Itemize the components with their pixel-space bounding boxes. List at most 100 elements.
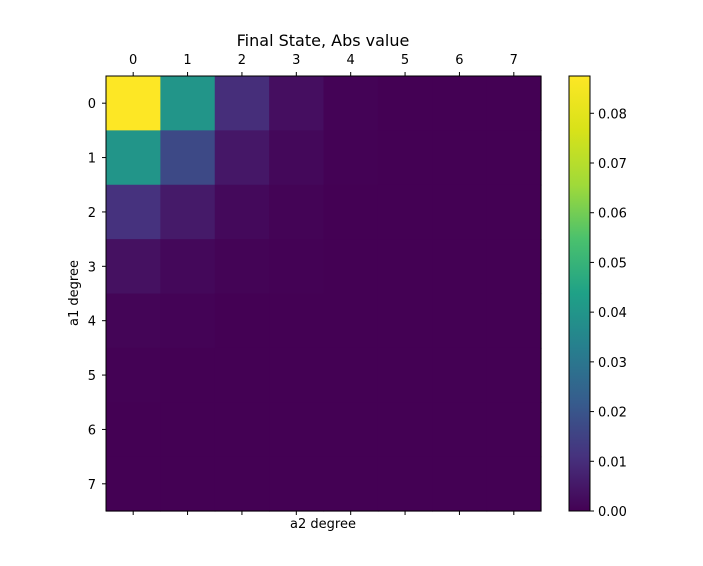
heatmap-cell-r7-c0 [106,456,161,512]
heatmap-cell-r1-c5 [377,130,433,186]
heatmap-cell-r2-c4 [323,184,379,240]
colorbar-tick-label-2: 0.02 [598,406,627,421]
heatmap-cell-r5-c6 [432,347,488,403]
y-tick-label-1: 1 [88,152,96,167]
heatmap-cell-r0-c7 [486,76,542,131]
x-tick-label-5: 5 [401,53,409,68]
heatmap-cell-r0-c6 [432,76,488,131]
x-tick-label-2: 2 [238,53,246,68]
heatmap-cell-r6-c3 [269,402,325,458]
y-tick-label-7: 7 [88,478,96,493]
colorbar-tick-label-0: 0.00 [598,505,627,520]
x-axis-label: a2 degree [290,517,356,532]
heatmap-cell-r7-c2 [214,456,270,512]
heatmap-cell-r7-c6 [432,456,488,512]
y-tick-label-6: 6 [88,423,96,438]
heatmap-cell-r0-c0 [106,76,161,131]
y-tick-label-3: 3 [88,260,96,275]
heatmap-cell-r7-c5 [377,456,433,512]
plot-frame [105,75,542,512]
heatmap-cell-r5-c4 [323,347,379,403]
x-tick-label-4: 4 [347,53,355,68]
colorbar-tick-label-3: 0.03 [598,356,627,371]
heatmap-cell-r2-c7 [486,184,542,240]
heatmap-cell-r2-c5 [377,184,433,240]
y-tick-label-4: 4 [88,315,96,330]
heatmap-cell-r6-c7 [486,402,542,458]
y-axis-label: a1 degree [67,260,82,326]
heatmap-cell-r1-c0 [106,130,161,186]
heatmap-cell-r3-c2 [214,239,270,295]
heatmap-cell-r5-c3 [269,347,325,403]
heatmap-cell-r3-c7 [486,239,542,295]
heatmap-cell-r1-c2 [214,130,270,186]
y-tick-label-0: 0 [88,97,96,112]
heatmap-cell-r4-c0 [106,293,161,349]
heatmap-cell-r1-c4 [323,130,379,186]
heatmap-cell-r6-c5 [377,402,433,458]
colorbar-ticks: 0.00 0.01 0.02 0.03 0.04 0.05 0.06 0.07 0.08 [590,107,627,520]
heatmap-cell-r0-c1 [160,76,216,131]
heatmap-cell-r6-c0 [106,402,161,458]
heatmap-cell-r4-c2 [214,293,270,349]
colorbar-tick-label-5: 0.05 [598,256,627,271]
heatmap-cell-r4-c6 [432,293,488,349]
x-tick-label-7: 7 [510,53,518,68]
heatmap-cell-r1-c7 [486,130,542,186]
chart-title: Final State, Abs value [237,31,410,50]
heatmap-cell-r2-c1 [160,184,216,240]
heatmap-cell-r0-c2 [214,76,270,131]
colorbar [568,75,591,512]
heatmap-cell-r5-c2 [214,347,270,403]
heatmap-cell-r2-c2 [214,184,270,240]
y-tick-label-5: 5 [88,369,96,384]
heatmap-cell-r6-c1 [160,402,216,458]
heatmap-cell-r0-c5 [377,76,433,131]
heatmap-cell-r3-c4 [323,239,379,295]
heatmap-cell-r2-c3 [269,184,325,240]
heatmap-cells [106,76,542,512]
y-axis-ticks: 0 1 2 3 4 5 6 7 [88,97,106,493]
colorbar-tick-label-1: 0.01 [598,455,627,470]
heatmap-cell-r7-c4 [323,456,379,512]
colorbar-tick-label-4: 0.04 [598,306,627,321]
heatmap-cell-r3-c3 [269,239,325,295]
colorbar-tick-label-6: 0.06 [598,207,627,222]
heatmap-cell-r1-c1 [160,130,216,186]
heatmap-cell-r5-c7 [486,347,542,403]
colorbar-tick-label-8: 0.08 [598,107,627,122]
colorbar-tick-label-7: 0.07 [598,157,627,172]
heatmap-cell-r1-c6 [432,130,488,186]
x-tick-label-3: 3 [292,53,300,68]
heatmap-cell-r2-c0 [106,184,161,240]
heatmap-cell-r3-c5 [377,239,433,295]
heatmap-cell-r0-c4 [323,76,379,131]
heatmap-cell-r3-c0 [106,239,161,295]
x-tick-label-6: 6 [455,53,463,68]
heatmap-cell-r4-c4 [323,293,379,349]
heatmap-cell-r0-c3 [269,76,325,131]
heatmap-cell-r4-c3 [269,293,325,349]
heatmap-cell-r7-c1 [160,456,216,512]
heatmap-cell-r7-c3 [269,456,325,512]
y-tick-label-2: 2 [88,206,96,221]
heatmap-cell-r1-c3 [269,130,325,186]
x-axis-ticks: 0 1 2 3 4 5 6 7 [129,53,518,515]
heatmap-cell-r4-c1 [160,293,216,349]
heatmap-cell-r4-c7 [486,293,542,349]
heatmap-cell-r5-c5 [377,347,433,403]
x-tick-label-0: 0 [129,53,137,68]
heatmap-cell-r6-c6 [432,402,488,458]
heatmap-cell-r6-c2 [214,402,270,458]
heatmap-cell-r6-c4 [323,402,379,458]
heatmap-cell-r7-c7 [486,456,542,512]
heatmap-cell-r3-c1 [160,239,216,295]
heatmap-cell-r5-c1 [160,347,216,403]
heatmap-cell-r2-c6 [432,184,488,240]
heatmap-cell-r4-c5 [377,293,433,349]
heatmap-cell-r5-c0 [106,347,161,403]
x-tick-label-1: 1 [183,53,191,68]
heatmap-cell-r3-c6 [432,239,488,295]
